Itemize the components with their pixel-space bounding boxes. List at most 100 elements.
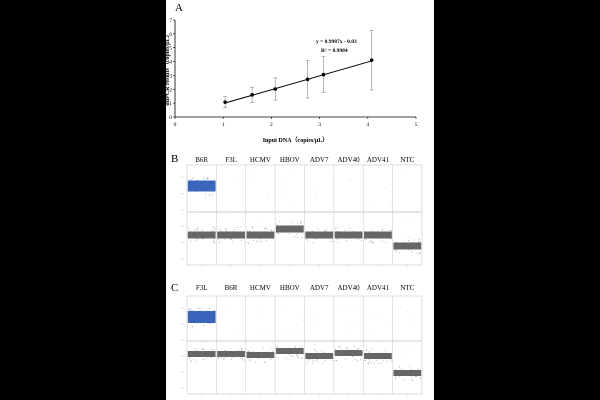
- droplet: [189, 357, 190, 359]
- droplet: [403, 235, 404, 236]
- droplet: [195, 183, 197, 185]
- droplet: [212, 185, 213, 187]
- droplet: [213, 242, 215, 244]
- droplet: [290, 222, 292, 223]
- droplet: [277, 351, 278, 353]
- droplet: [317, 361, 319, 363]
- droplet: [233, 235, 235, 237]
- y-tick-label: 4: [169, 60, 172, 66]
- droplet: [390, 203, 391, 204]
- y-tick-label: 5: [169, 46, 172, 52]
- droplet: [211, 320, 213, 322]
- droplet: [251, 233, 253, 235]
- droplet: [301, 233, 303, 235]
- droplet: [191, 311, 193, 313]
- droplet: [199, 351, 201, 352]
- droplet: [403, 379, 405, 380]
- droplet: [344, 327, 346, 329]
- droplet: [330, 173, 332, 174]
- droplet: [203, 310, 205, 312]
- droplet: [280, 178, 282, 180]
- droplet: [316, 227, 318, 229]
- droplet: [318, 229, 320, 230]
- droplet: [263, 361, 265, 363]
- droplet: [301, 222, 302, 224]
- x-tick-label: 5: [415, 122, 418, 128]
- droplet: [418, 253, 420, 254]
- droplet: [232, 182, 234, 184]
- droplet: [231, 359, 232, 360]
- droplet: [321, 357, 322, 359]
- lane-b6r: [187, 176, 216, 244]
- droplet: [203, 324, 205, 326]
- droplet: [228, 355, 229, 357]
- droplet: [289, 354, 290, 356]
- droplet: [301, 237, 303, 238]
- droplet: [332, 326, 333, 328]
- droplet: [199, 188, 200, 190]
- droplet: [218, 239, 219, 241]
- droplet: [213, 230, 214, 232]
- lane-adv40: [334, 303, 363, 361]
- panel-c-droplet-plot: F3L B6R HCMV HBOV ADV7 ADV40 ADV41 NTC Ch1Ampli…: [178, 283, 434, 400]
- droplet: [249, 359, 250, 361]
- droplet: [384, 188, 385, 189]
- droplet: [336, 231, 338, 232]
- droplet: [364, 238, 366, 240]
- droplet: [191, 334, 193, 336]
- droplet: [300, 223, 301, 224]
- droplet: [213, 239, 214, 241]
- droplet: [208, 194, 210, 196]
- droplet: [255, 231, 257, 233]
- droplet: [321, 350, 322, 352]
- droplet: [409, 248, 411, 250]
- droplet: [323, 352, 325, 353]
- droplet: [296, 354, 297, 355]
- droplet: [256, 308, 257, 310]
- droplet: [248, 173, 250, 175]
- droplet: [399, 375, 401, 377]
- droplet: [412, 244, 413, 246]
- droplet: [380, 358, 382, 360]
- droplet: [257, 357, 259, 359]
- droplet: [203, 348, 205, 350]
- lane-hbov: [275, 174, 304, 238]
- droplet: [192, 209, 194, 211]
- droplet: [378, 352, 379, 354]
- droplet: [285, 357, 287, 359]
- droplet: [225, 350, 227, 351]
- droplet: [209, 186, 211, 188]
- droplet: [241, 233, 243, 235]
- droplet: [269, 194, 270, 196]
- droplet: [225, 229, 227, 230]
- droplet: [224, 358, 226, 360]
- droplet: [260, 241, 262, 243]
- droplet: [251, 348, 252, 350]
- droplet: [381, 229, 383, 231]
- droplet: [417, 241, 419, 243]
- droplet: [273, 347, 275, 349]
- droplet: [278, 226, 279, 227]
- droplet: [213, 227, 215, 228]
- droplet: [399, 373, 401, 375]
- droplet: [335, 359, 337, 361]
- droplet: [228, 235, 230, 237]
- droplet: [273, 351, 274, 353]
- droplet: [200, 318, 201, 320]
- droplet: [408, 240, 409, 242]
- droplet: [199, 307, 201, 309]
- droplet: [230, 355, 232, 357]
- droplet: [188, 308, 190, 310]
- droplet: [196, 307, 198, 309]
- droplet: [399, 216, 401, 217]
- droplet: [267, 353, 269, 354]
- droplet: [354, 358, 356, 360]
- droplet: [237, 227, 239, 228]
- lane-label-adv7: ADV7: [309, 156, 329, 164]
- droplet: [343, 232, 345, 234]
- droplet: [346, 240, 347, 242]
- droplet: [314, 344, 315, 345]
- droplet: [382, 360, 384, 362]
- droplet: [197, 355, 198, 357]
- droplet: [205, 314, 207, 316]
